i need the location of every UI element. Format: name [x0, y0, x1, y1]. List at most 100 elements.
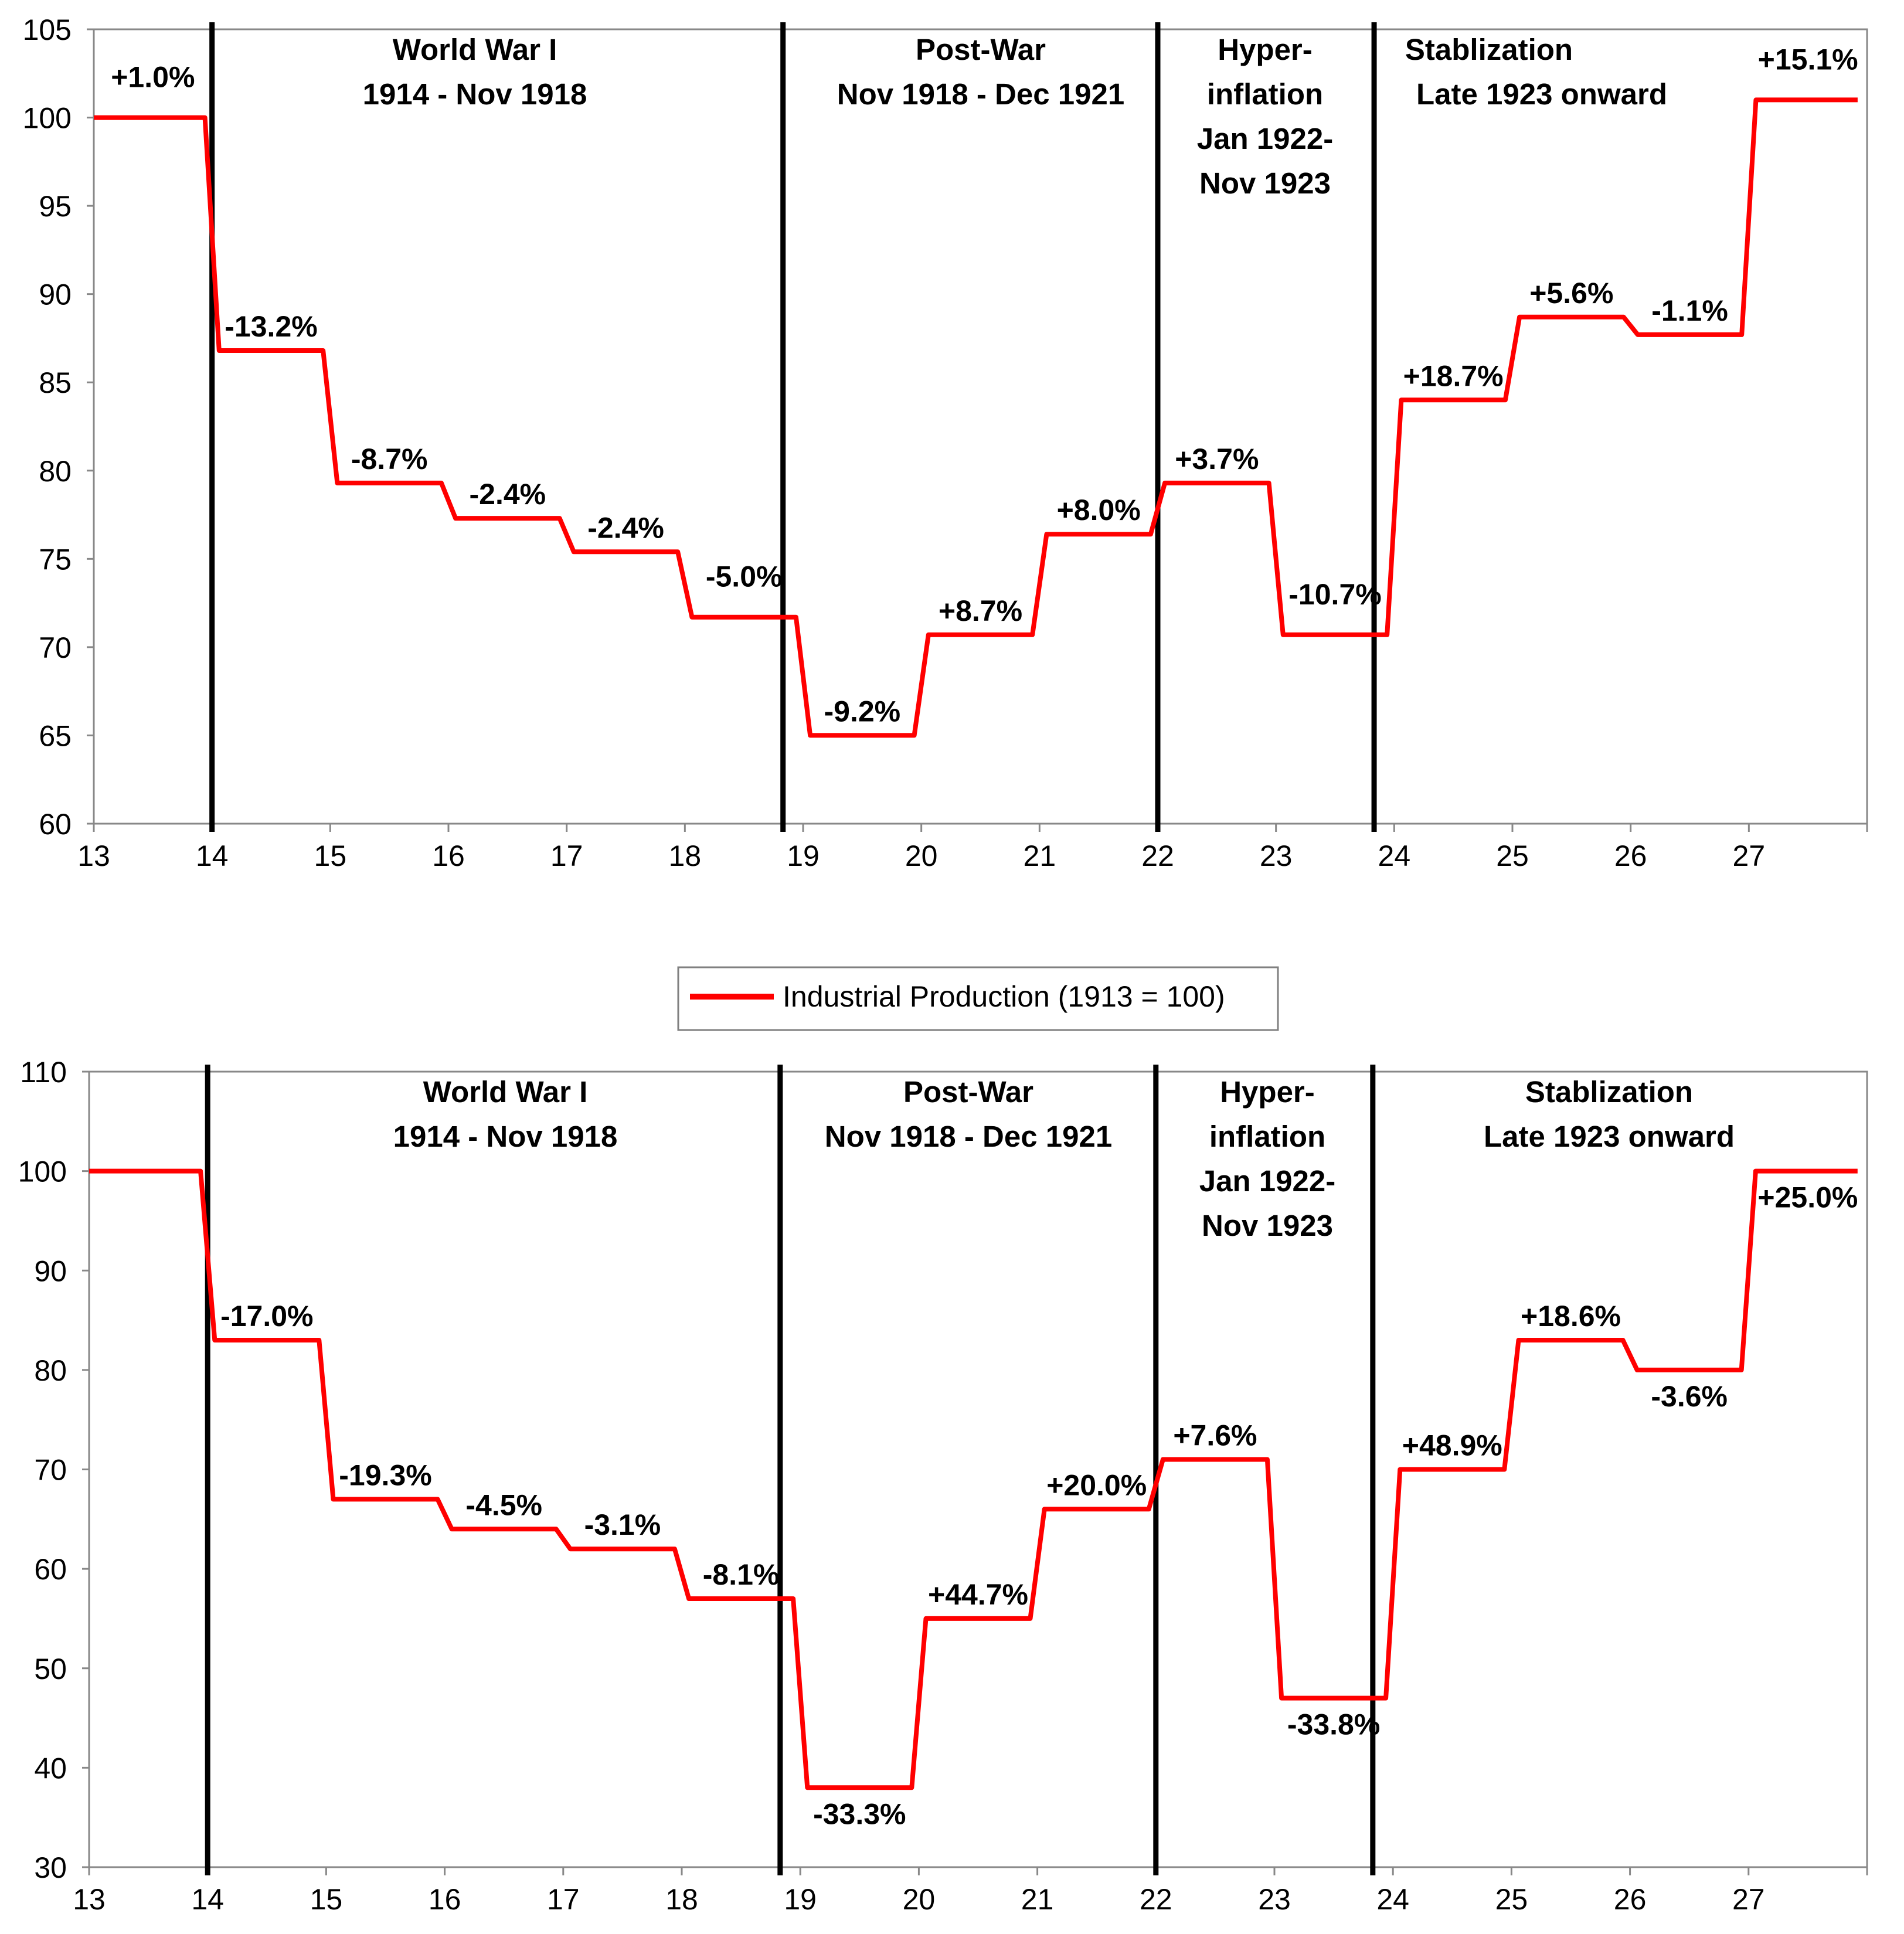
x-tick-label: 17: [550, 839, 583, 872]
data-label: -17.0%: [220, 1300, 313, 1333]
x-tick-label: 25: [1496, 839, 1529, 872]
data-label: +25.0%: [1757, 1181, 1858, 1214]
x-tick-label: 23: [1260, 839, 1293, 872]
x-tick-label: 24: [1378, 839, 1411, 872]
x-tick-label: 25: [1495, 1883, 1528, 1916]
x-tick-label: 20: [905, 839, 938, 872]
region-label: Late 1923 onward: [1484, 1120, 1735, 1153]
region-label: Jan 1922-: [1199, 1164, 1336, 1198]
x-tick-label: 27: [1733, 839, 1766, 872]
region-label: 1914 - Nov 1918: [363, 77, 587, 111]
data-label: -4.5%: [465, 1488, 542, 1521]
x-tick-label: 27: [1732, 1883, 1765, 1916]
y-tick-label: 85: [39, 366, 72, 399]
y-tick-label: 40: [34, 1752, 67, 1785]
y-tick-label: 70: [34, 1454, 67, 1487]
region-label: World War I: [423, 1075, 588, 1109]
region-label: Nov 1918 - Dec 1921: [825, 1120, 1112, 1153]
region-label: inflation: [1209, 1120, 1325, 1153]
data-label: -19.3%: [339, 1459, 431, 1491]
data-label: -2.4%: [470, 478, 546, 511]
y-tick-label: 95: [39, 190, 72, 223]
y-tick-label: 80: [39, 455, 72, 488]
y-tick-label: 90: [34, 1255, 67, 1287]
y-tick-label: 70: [39, 631, 72, 664]
legend-label: Industrial Production (1913 = 100): [783, 980, 1225, 1013]
x-tick-label: 13: [73, 1883, 106, 1916]
data-label: +3.7%: [1175, 443, 1259, 475]
y-tick-label: 60: [39, 808, 72, 841]
y-tick-label: 50: [34, 1653, 67, 1685]
x-tick-label: 26: [1614, 1883, 1647, 1916]
y-tick-label: 100: [23, 102, 72, 135]
data-label: -5.0%: [706, 560, 783, 593]
data-label: +1.0%: [111, 61, 195, 94]
y-tick-label: 75: [39, 543, 72, 576]
data-label: -2.4%: [587, 511, 664, 544]
x-tick-label: 15: [310, 1883, 343, 1916]
x-tick-label: 18: [669, 839, 702, 872]
y-tick-label: 60: [34, 1553, 67, 1586]
data-label: +18.6%: [1521, 1300, 1621, 1333]
data-label: -33.8%: [1287, 1708, 1380, 1741]
data-label: -3.1%: [584, 1508, 661, 1541]
data-label: -8.1%: [703, 1558, 780, 1591]
plot-frame: [93, 28, 1868, 825]
data-label: +15.1%: [1758, 43, 1858, 76]
x-tick-label: 22: [1141, 839, 1174, 872]
series-line-industrial-production: [94, 97, 1858, 738]
x-tick-label: 14: [191, 1883, 224, 1916]
x-tick-label: 21: [1021, 1883, 1054, 1916]
series-line-industrial-production: [89, 1168, 1858, 1790]
legend: Industrial Production (1913 = 100): [677, 966, 1279, 1031]
x-tick-label: 21: [1024, 839, 1056, 872]
data-label: -10.7%: [1288, 578, 1381, 611]
region-label: World War I: [393, 33, 557, 66]
y-tick-label: 80: [34, 1354, 67, 1387]
chart-bottom: 30 40 50 60 70 80 90 100 110 13 14 15 16 17 18 19 20 21 22…: [18, 1056, 1868, 1916]
x-tick-label: 20: [903, 1883, 936, 1916]
data-label: +18.7%: [1403, 359, 1504, 392]
region-label: Stablization: [1405, 33, 1573, 66]
x-tick-label: 16: [429, 1883, 461, 1916]
x-tick-label: 23: [1258, 1883, 1291, 1916]
y-tick-label: 65: [39, 719, 72, 752]
x-tick-label: 18: [665, 1883, 698, 1916]
data-label: -13.2%: [225, 310, 317, 343]
data-label: +44.7%: [928, 1578, 1028, 1611]
x-tick-label: 15: [314, 839, 347, 872]
x-tick-label: 19: [784, 1883, 817, 1916]
region-label: Jan 1922-: [1197, 122, 1334, 155]
region-label: Hyper-: [1220, 1075, 1315, 1109]
legend-box: [677, 966, 1279, 1031]
data-label: +7.6%: [1173, 1419, 1257, 1452]
region-label: Post-War: [903, 1075, 1033, 1109]
data-label: +20.0%: [1046, 1469, 1147, 1501]
x-tick-label: 16: [432, 839, 465, 872]
region-label: Late 1923 onward: [1416, 77, 1667, 111]
chart-top: 60 65 70 75 80 85 90 95 100 105 13 14 15 16 17 18 19 20 21…: [23, 13, 1868, 872]
x-tick-label: 19: [787, 839, 820, 872]
region-label: inflation: [1207, 77, 1323, 111]
region-label: Nov 1918 - Dec 1921: [837, 77, 1124, 111]
region-label: Nov 1923: [1199, 166, 1331, 200]
data-label: -33.3%: [813, 1797, 906, 1830]
x-tick-label: 22: [1140, 1883, 1172, 1916]
y-tick-label: 110: [20, 1056, 67, 1089]
region-label: Stablization: [1525, 1075, 1693, 1109]
data-label: +8.7%: [939, 594, 1022, 627]
y-tick-label: 105: [23, 13, 72, 46]
region-label: Post-War: [916, 33, 1046, 66]
x-tick-label: 17: [547, 1883, 580, 1916]
region-label: Nov 1923: [1202, 1209, 1333, 1242]
data-label: -8.7%: [351, 443, 428, 475]
x-tick-label: 24: [1376, 1883, 1409, 1916]
data-label: -3.6%: [1651, 1380, 1728, 1413]
data-label: +5.6%: [1529, 277, 1613, 310]
region-label: 1914 - Nov 1918: [393, 1120, 618, 1153]
data-label: +48.9%: [1402, 1429, 1502, 1462]
x-tick-label: 13: [77, 839, 110, 872]
y-tick-label: 100: [18, 1155, 67, 1188]
y-tick-label: 90: [39, 278, 72, 311]
